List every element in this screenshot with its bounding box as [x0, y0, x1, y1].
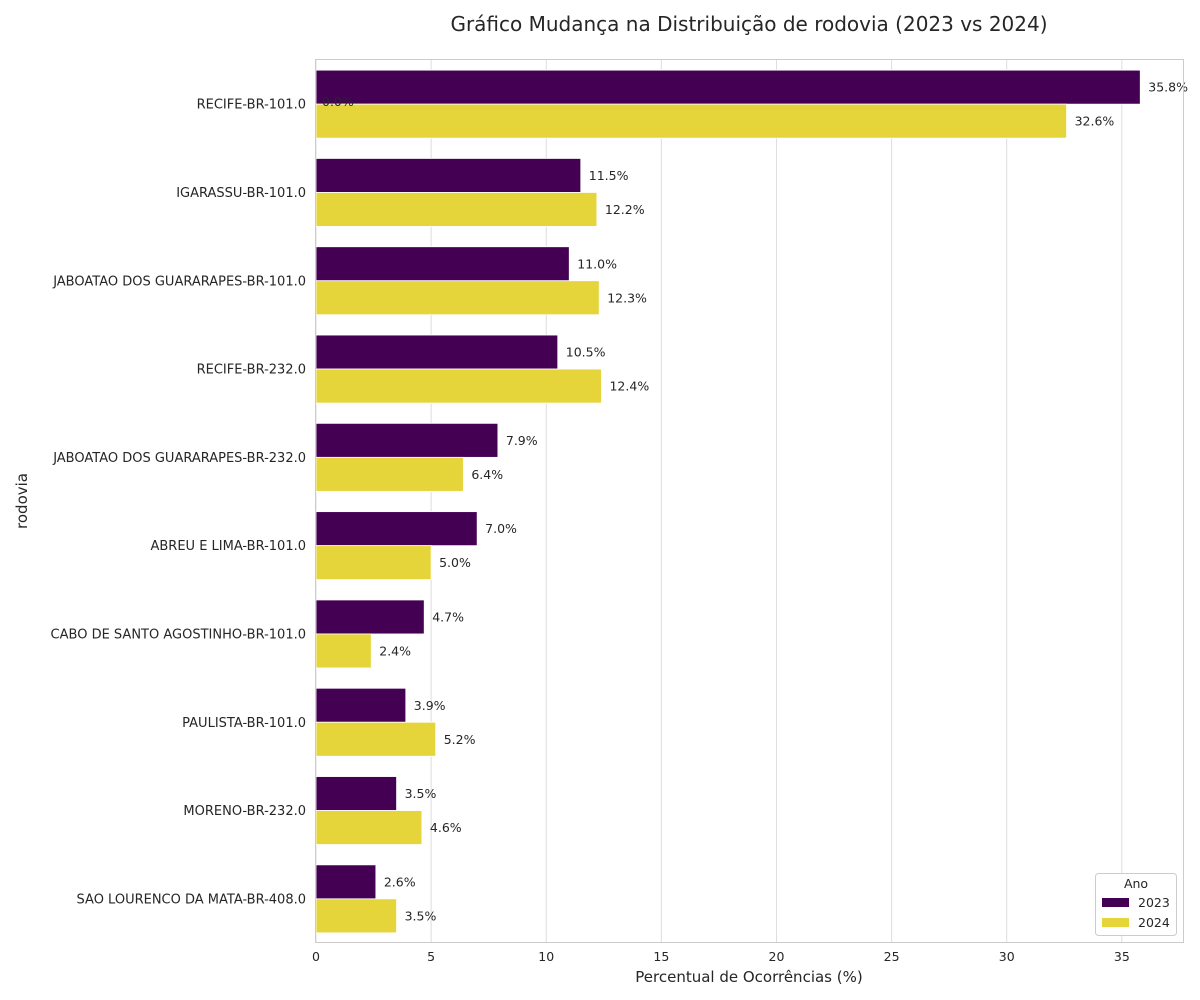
bar-2024-2 — [315, 280, 600, 316]
y-tick-label-2: JABOATAO DOS GUARARAPES-BR-101.0 — [52, 274, 306, 289]
x-tick-label-35: 35 — [1114, 949, 1130, 964]
chart-title: Gráfico Mudança na Distribuição de rodov… — [450, 12, 1047, 36]
data-label-2024-5: 5.0% — [439, 555, 471, 570]
data-label-2024-0: 32.6% — [1075, 114, 1115, 129]
bar-2023-2 — [315, 246, 570, 282]
bar-2024-7 — [315, 721, 437, 757]
y-axis-label: rodovia — [13, 473, 31, 529]
bar-2023-4 — [315, 422, 499, 458]
bar-2024-8 — [315, 810, 423, 845]
x-axis-label: Percentual de Ocorrências (%) — [635, 968, 862, 986]
plot-frame — [315, 59, 1184, 943]
data-label-2023-2: 11.0% — [577, 256, 617, 271]
data-label-2024-7: 5.2% — [444, 732, 476, 747]
bar-2024-3 — [315, 368, 602, 404]
y-tick-label-9: SAO LOURENCO DA MATA-BR-408.0 — [77, 892, 306, 907]
data-label-2023-8: 3.5% — [405, 786, 437, 801]
bar-2023-6 — [315, 599, 425, 635]
data-label-2023-7: 3.9% — [414, 698, 446, 713]
legend: Ano 2023 2024 — [1095, 873, 1177, 936]
bar-2023-5 — [315, 511, 478, 547]
bar-2024-4 — [315, 456, 464, 492]
y-tick-label-3: RECIFE-BR-232.0 — [197, 363, 306, 378]
data-label-2024-9: 3.5% — [405, 908, 437, 923]
y-tick-label-5: ABREU E LIMA-BR-101.0 — [150, 539, 306, 554]
bar-2024-6 — [315, 633, 372, 669]
legend-swatch-2023 — [1102, 898, 1129, 907]
data-label-2023-6: 4.7% — [432, 609, 464, 624]
bar-2023-1 — [315, 158, 582, 193]
x-tick-label-30: 30 — [999, 949, 1015, 964]
y-tick-label-0: RECIFE-BR-101.0 — [197, 98, 306, 113]
stray-data-label: 0.0% — [322, 94, 354, 109]
data-label-2024-1: 12.2% — [605, 202, 645, 217]
legend-label-2024: 2024 — [1138, 915, 1170, 930]
x-tick-label-0: 0 — [312, 949, 320, 964]
data-label-2024-8: 4.6% — [430, 820, 462, 835]
y-axis-categories: RECIFE-BR-101.0 IGARASSU-BR-101.0 JABOATAO… — [51, 98, 306, 908]
bar-2023-0 — [315, 69, 1141, 105]
x-axis-ticks: 0 5 10 15 20 25 30 35 — [312, 949, 1130, 964]
data-label-2024-4: 6.4% — [471, 467, 503, 482]
bar-2023-8 — [315, 776, 397, 811]
x-tick-label-15: 15 — [653, 949, 669, 964]
legend-title: Ano — [1124, 876, 1148, 891]
legend-swatch-2024 — [1102, 918, 1129, 927]
data-label-2023-5: 7.0% — [485, 521, 517, 536]
y-tick-label-4: JABOATAO DOS GUARARAPES-BR-232.0 — [52, 451, 306, 466]
bar-2023-3 — [315, 334, 559, 370]
y-tick-label-6: CABO DE SANTO AGOSTINHO-BR-101.0 — [51, 627, 306, 642]
x-tick-label-20: 20 — [769, 949, 785, 964]
x-tick-label-5: 5 — [427, 949, 435, 964]
legend-label-2023: 2023 — [1138, 895, 1170, 910]
bar-2024-0 — [315, 103, 1067, 139]
data-label-2024-3: 12.4% — [609, 379, 649, 394]
data-label-2023-4: 7.9% — [506, 433, 538, 448]
bar-2024-5 — [315, 545, 432, 581]
bar-2023-7 — [315, 687, 407, 723]
y-tick-label-1: IGARASSU-BR-101.0 — [176, 186, 306, 201]
data-label-2023-9: 2.6% — [384, 874, 416, 889]
bars — [315, 69, 1141, 934]
y-tick-label-7: PAULISTA-BR-101.0 — [182, 716, 306, 731]
x-tick-label-25: 25 — [884, 949, 900, 964]
data-label-2023-0: 35.8% — [1148, 80, 1188, 95]
bar-2023-9 — [315, 864, 377, 900]
bar-2024-9 — [315, 898, 397, 934]
data-label-2024-6: 2.4% — [379, 643, 411, 658]
data-label-2023-1: 11.5% — [589, 168, 629, 183]
bar-2024-1 — [315, 192, 598, 227]
y-tick-label-8: MORENO-BR-232.0 — [183, 804, 306, 819]
data-labels: 35.8% 32.6% 11.5% 12.2% 11.0% 12.3% 10.5% 12.4%… — [379, 80, 1188, 924]
data-label-2024-2: 12.3% — [607, 290, 647, 305]
data-label-2023-3: 10.5% — [566, 345, 606, 360]
x-tick-label-10: 10 — [538, 949, 554, 964]
